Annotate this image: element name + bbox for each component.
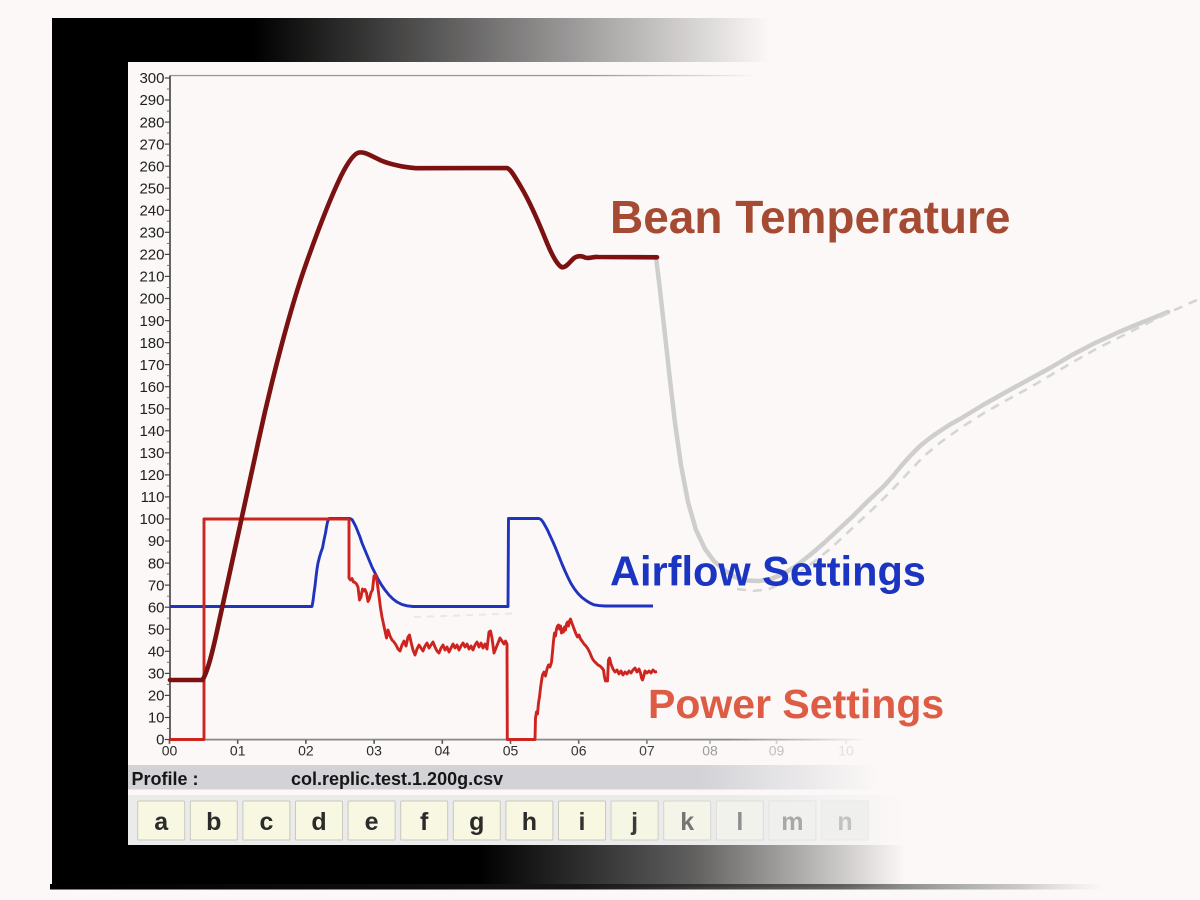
svg-text:06: 06	[571, 743, 587, 759]
svg-text:160: 160	[139, 379, 164, 396]
svg-text:a: a	[154, 808, 169, 836]
svg-text:01: 01	[230, 743, 246, 759]
svg-text:170: 170	[139, 357, 164, 374]
svg-text:c: c	[259, 808, 273, 836]
svg-text:l: l	[736, 808, 743, 836]
svg-text:60: 60	[148, 599, 165, 616]
svg-text:col.replic.test.1.200g.csv: col.replic.test.1.200g.csv	[291, 769, 503, 789]
svg-text:110: 110	[141, 489, 165, 506]
svg-text:130: 130	[139, 445, 164, 462]
svg-text:Airflow Settings: Airflow Settings	[610, 548, 926, 595]
svg-text:04: 04	[435, 743, 451, 759]
svg-text:00: 00	[162, 743, 178, 759]
svg-text:g: g	[469, 808, 484, 836]
svg-text:250: 250	[139, 180, 164, 197]
svg-text:j: j	[630, 808, 638, 836]
svg-text:290: 290	[139, 92, 164, 109]
svg-text:140: 140	[139, 423, 164, 440]
svg-text:h: h	[522, 808, 537, 836]
svg-text:50: 50	[148, 622, 165, 639]
svg-text:210: 210	[139, 269, 164, 286]
svg-text:220: 220	[139, 247, 164, 264]
svg-text:i: i	[579, 808, 586, 836]
svg-text:Bean Temperature: Bean Temperature	[610, 191, 1011, 243]
svg-text:150: 150	[139, 401, 164, 418]
svg-text:0: 0	[156, 732, 164, 749]
svg-text:07: 07	[639, 743, 655, 759]
svg-text:e: e	[365, 808, 379, 836]
svg-text:09: 09	[769, 743, 785, 759]
svg-text:70: 70	[148, 577, 165, 594]
svg-text:300: 300	[139, 70, 164, 87]
svg-text:08: 08	[702, 743, 718, 759]
svg-text:k: k	[680, 808, 694, 836]
svg-text:200: 200	[139, 291, 164, 308]
svg-text:Power Settings: Power Settings	[648, 681, 944, 727]
svg-text:180: 180	[139, 335, 164, 352]
svg-text:230: 230	[139, 225, 164, 242]
svg-text:Profile :: Profile :	[132, 769, 199, 789]
svg-text:100: 100	[139, 511, 164, 528]
svg-text:b: b	[206, 808, 221, 836]
svg-text:260: 260	[139, 158, 164, 175]
svg-text:03: 03	[366, 743, 382, 759]
svg-text:30: 30	[148, 666, 165, 683]
svg-text:190: 190	[139, 313, 164, 330]
svg-text:90: 90	[148, 533, 165, 550]
svg-text:d: d	[311, 808, 326, 836]
svg-text:80: 80	[148, 555, 165, 572]
svg-text:10: 10	[148, 710, 165, 727]
svg-text:m: m	[781, 808, 803, 836]
svg-text:02: 02	[298, 743, 314, 759]
svg-text:n: n	[837, 808, 852, 836]
svg-text:240: 240	[139, 203, 164, 220]
svg-text:05: 05	[503, 743, 519, 759]
svg-text:f: f	[420, 808, 429, 836]
svg-text:20: 20	[148, 688, 165, 705]
svg-text:120: 120	[139, 467, 164, 484]
svg-text:40: 40	[148, 644, 165, 661]
svg-text:270: 270	[139, 136, 164, 153]
svg-text:280: 280	[139, 114, 164, 131]
svg-text:10: 10	[838, 743, 854, 759]
